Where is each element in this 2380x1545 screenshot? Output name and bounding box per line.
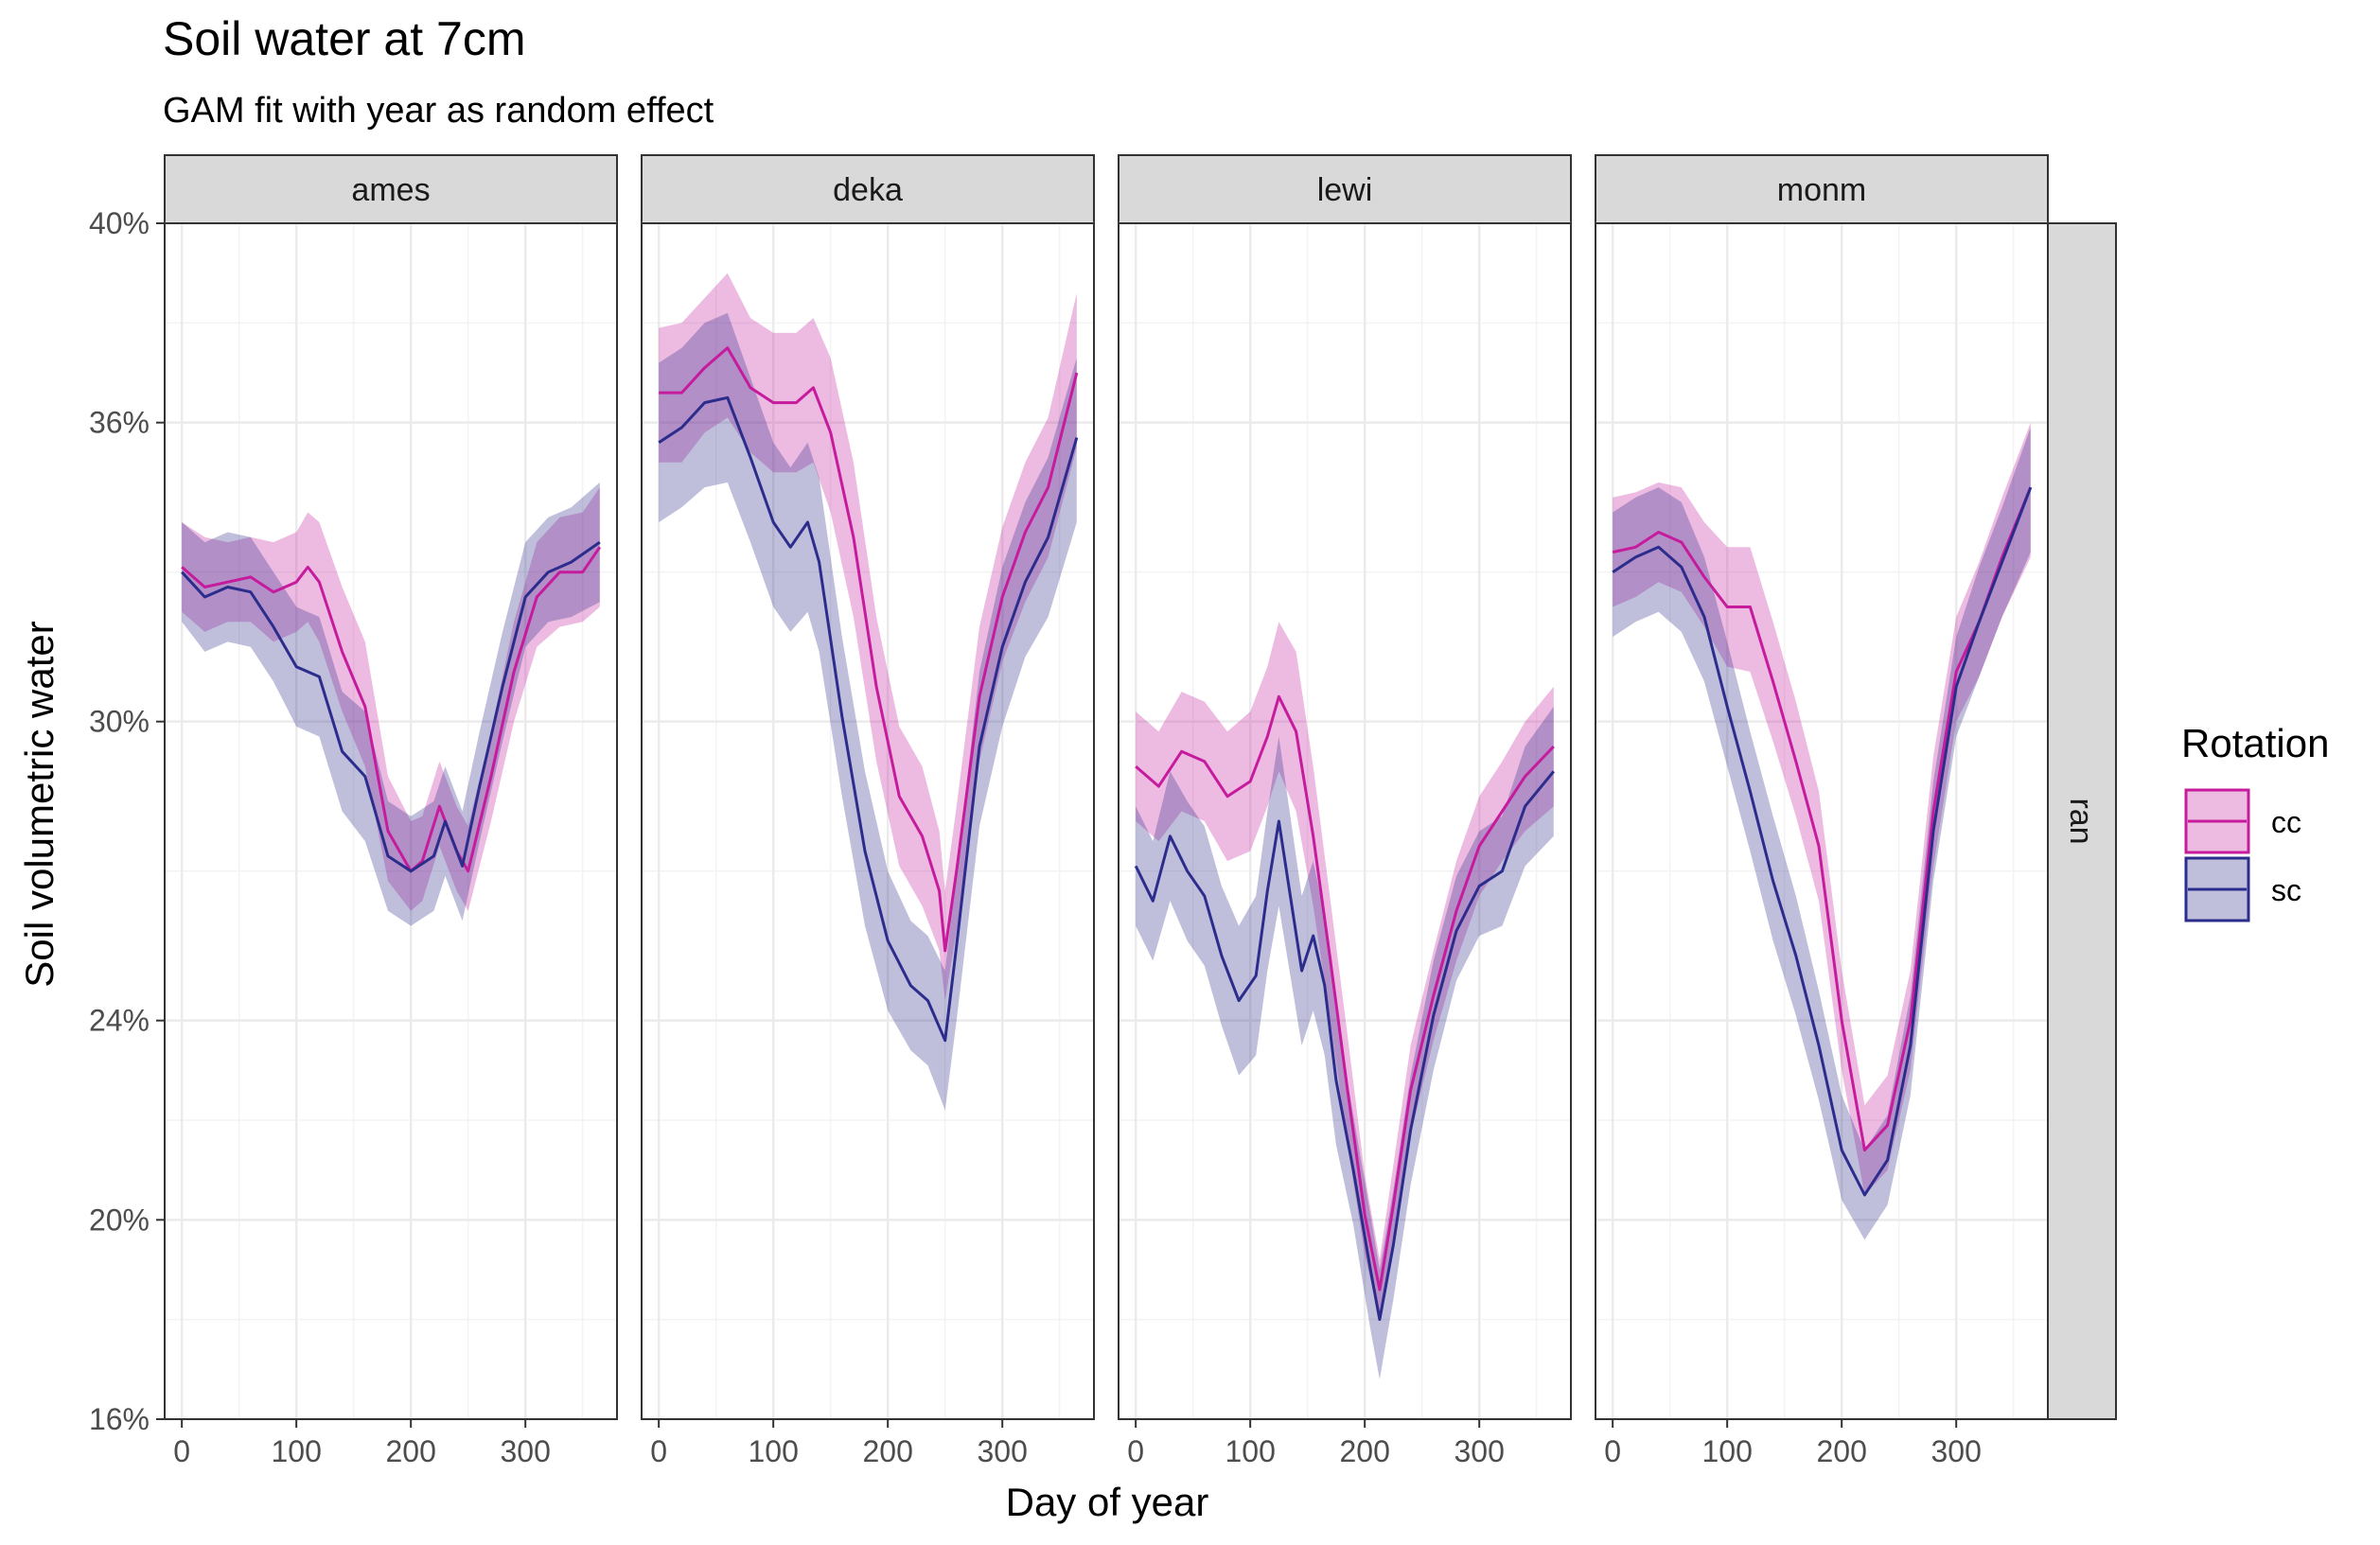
x-axis-title: Day of year [1006,1480,1209,1524]
facet-panel-lewi: lewi 0 100 200 300 [1119,155,1571,1468]
facet-row-strip: ran [2048,223,2116,1419]
x-tick-label: 200 [862,1434,912,1468]
x-tick-label: 100 [1701,1434,1752,1468]
y-tick-label: 24% [89,1004,150,1038]
chart-subtitle: GAM fit with year as random effect [163,91,714,131]
facet-panel-ames: ames 0 100 200 300 [165,155,617,1468]
facet-strip-label: ames [351,172,430,208]
facet-strip-label: deka [833,172,903,208]
panels-layer: ames 0 100 200 300 deka 0 100 200 300 lewi 0 100 200 3… [165,155,2116,1468]
y-tick-label: 36% [89,406,150,440]
axis-layer: 16% 20% 24% 30% 36% 40% [89,206,165,1436]
y-tick-label: 16% [89,1402,150,1436]
x-tick-label: 300 [500,1434,550,1468]
chart-title: Soil water at 7cm [163,12,525,65]
y-tick-label: 30% [89,705,150,739]
legend-item-cc: cc [2186,790,2301,852]
facet-panel-deka: deka 0 100 200 300 [642,155,1094,1468]
legend-title: Rotation [2181,721,2329,765]
x-tick-label: 0 [1127,1434,1144,1468]
legend-item-sc: sc [2186,858,2301,921]
x-tick-label: 200 [1339,1434,1389,1468]
x-tick-label: 0 [650,1434,667,1468]
facet-strip-label: monm [1777,172,1866,208]
y-tick-label: 40% [89,206,150,240]
legend-label-cc: cc [2271,805,2301,839]
x-tick-label: 100 [1225,1434,1275,1468]
legend: Rotation cc sc [2181,721,2329,921]
x-tick-label: 200 [1816,1434,1866,1468]
x-tick-label: 300 [977,1434,1027,1468]
x-tick-label: 0 [1604,1434,1621,1468]
y-axis-title: Soil volumetric water [17,621,62,987]
x-tick-label: 200 [385,1434,435,1468]
x-tick-label: 300 [1454,1434,1504,1468]
facet-row-strip-label: ran [2063,798,2099,844]
x-tick-label: 0 [173,1434,190,1468]
x-tick-label: 300 [1930,1434,1981,1468]
facet-panel-monm: monm 0 100 200 300 [1595,155,2048,1468]
x-tick-label: 100 [748,1434,798,1468]
facet-strip-label: lewi [1317,172,1373,208]
y-tick-label: 20% [89,1203,150,1237]
legend-label-sc: sc [2271,873,2301,907]
x-tick-label: 100 [271,1434,321,1468]
